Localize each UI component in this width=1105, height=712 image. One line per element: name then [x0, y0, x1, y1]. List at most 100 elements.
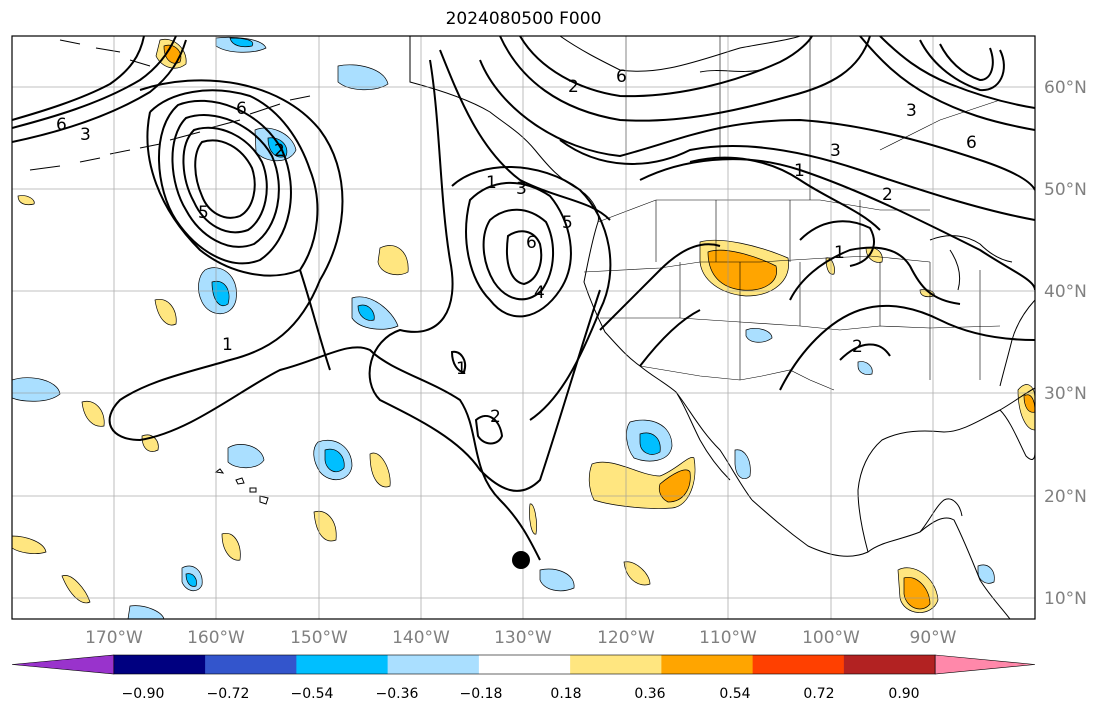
lat-label: 40°N: [1044, 282, 1087, 302]
contour-line: [450, 350, 466, 374]
coastline: [751, 499, 1011, 619]
contour-label: 2: [852, 337, 863, 357]
positive-anomaly-region: [17, 195, 35, 206]
contour-line: [506, 230, 543, 286]
coastlines: [29, 36, 1035, 619]
contour-line: [639, 158, 1035, 291]
contour-line: [146, 89, 319, 277]
colorbar-segment: [843, 655, 936, 674]
contour-line: [108, 79, 541, 561]
coastline: [919, 498, 963, 533]
lon-label: 130°W: [494, 628, 552, 648]
gridlines: [12, 36, 1035, 619]
contour-line: [182, 126, 268, 234]
positive-anomaly-region: [221, 532, 241, 561]
contour-label: 6: [966, 133, 977, 153]
island: [259, 495, 269, 505]
border: [600, 317, 1001, 331]
colorbar-segment: [296, 655, 389, 674]
colorbar-outline: [113, 654, 936, 675]
negative-anomaly-region: [857, 361, 873, 375]
contour-line: [474, 415, 504, 445]
colorbar-extend-min: [11, 654, 115, 675]
contour-label: 3: [516, 179, 527, 199]
contour-line: [799, 220, 875, 267]
coastline: [409, 36, 599, 223]
contour-line: [599, 243, 721, 331]
coastline: [559, 36, 801, 72]
strong-positive-core: [1023, 394, 1035, 413]
contour-line: [859, 36, 1035, 131]
strong-negative-core: [357, 304, 375, 321]
contour-label: 1: [222, 335, 233, 355]
point-marker: [512, 551, 530, 569]
contour-line: [194, 139, 256, 219]
colorbar-tick-label: 0.72: [803, 686, 834, 702]
map-frame: [11, 35, 1036, 620]
contour-line: [299, 269, 331, 371]
positive-anomaly-region: [369, 452, 391, 488]
contour-label: 2: [490, 407, 501, 427]
colorbar-tick-label: −0.36: [376, 686, 419, 702]
colorbar-segments: [11, 654, 1036, 675]
contour-line: [451, 166, 612, 421]
colorbar-tick-label: 0.54: [719, 686, 750, 702]
contour-label: 4: [534, 283, 545, 303]
colorbar-segment: [387, 655, 480, 674]
colorbar-segment: [661, 655, 754, 674]
lon-label: 100°W: [802, 628, 860, 648]
contour-label: 3: [830, 141, 841, 161]
contour-line: [368, 59, 601, 492]
colorbar-tick-label: −0.18: [460, 686, 503, 702]
contour-lines: [12, 36, 1035, 561]
colorbar-segment: [205, 655, 297, 674]
anomaly-shading: [12, 36, 1035, 619]
contour-line: [439, 49, 611, 221]
contour-label: 5: [562, 213, 573, 233]
contour-line: [12, 39, 187, 143]
coastline: [949, 249, 961, 291]
positive-anomaly-region: [154, 298, 177, 326]
island-chain: [29, 95, 311, 171]
contour-line: [639, 309, 701, 367]
coastline: [675, 391, 731, 481]
colorbar-tick-label: 0.36: [634, 686, 665, 702]
lon-label: 170°W: [85, 628, 143, 648]
border: [679, 262, 881, 380]
contour-line: [499, 36, 871, 122]
contour-line: [839, 343, 891, 361]
contour-line: [919, 39, 1005, 92]
contour-line: [158, 99, 292, 265]
contour-line: [171, 114, 280, 248]
contour-line: [939, 43, 994, 82]
contour-line: [779, 304, 1035, 391]
lon-label: 160°W: [187, 628, 245, 648]
colorbar: −0.90 −0.72 −0.54 −0.36 −0.18 0.18 0.36 …: [11, 654, 1036, 702]
longitude-labels: 170°W 160°W 150°W 140°W 130°W 120°W 110°…: [85, 628, 957, 648]
coastline: [999, 409, 1035, 460]
contour-line: [789, 246, 961, 305]
negative-anomaly-region: [734, 449, 751, 479]
contour-label: 5: [198, 203, 209, 223]
negative-anomaly-region: [539, 568, 575, 592]
contour-label: 6: [616, 67, 627, 87]
strong-negative-core: [639, 432, 661, 455]
island: [249, 487, 257, 493]
contour-label: 3: [906, 101, 917, 121]
contour-line: [879, 36, 1035, 109]
contour-line: [519, 36, 813, 98]
island: [235, 477, 245, 485]
colorbar-segment: [752, 655, 845, 674]
positive-anomaly-region: [81, 400, 105, 427]
strong-negative-core: [185, 573, 197, 587]
colorbar-tick-labels: −0.90 −0.72 −0.54 −0.36 −0.18 0.18 0.36 …: [122, 686, 920, 702]
positive-anomaly-region: [623, 561, 651, 586]
negative-anomaly-region: [337, 64, 389, 91]
contour-label: 1: [456, 359, 467, 379]
contour-label: 1: [486, 173, 497, 193]
contour-line: [689, 156, 881, 231]
strong-positive-core: [903, 576, 931, 610]
strong-positive-core: [658, 469, 691, 503]
positive-anomaly-region: [377, 245, 409, 276]
